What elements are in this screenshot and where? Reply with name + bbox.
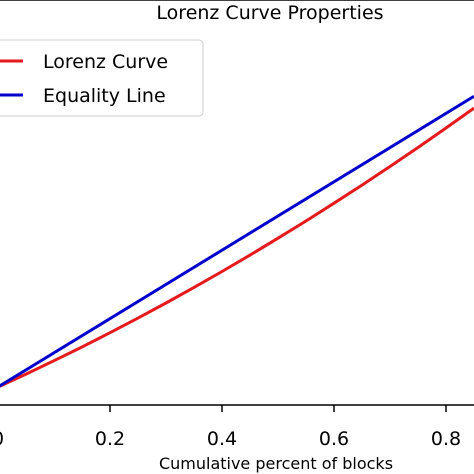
- chart-title: Lorenz Curve Properties: [156, 2, 383, 24]
- plot-area: 0 0.2 0.4 0.6 0.8: [0, 0, 474, 450]
- x-axis-ticks: 0 0.2 0.4 0.6 0.8: [0, 405, 461, 450]
- legend-frame: [0, 39, 204, 117]
- legend: Lorenz Curve Equality Line: [0, 39, 204, 117]
- series-line-equality-line: [0, 95, 474, 388]
- series-layer: [0, 95, 474, 388]
- x-tick-label: 0: [0, 428, 4, 450]
- series-line-lorenz-curve: [0, 106, 474, 388]
- x-tick-label: 0.6: [319, 428, 349, 450]
- x-tick-label: 0.2: [95, 428, 125, 450]
- legend-label-lorenz-curve: Lorenz Curve: [43, 51, 168, 73]
- axes-frame: [0, 0, 474, 406]
- legend-label-equality-line: Equality Line: [43, 85, 166, 107]
- x-tick-label: 0.4: [207, 428, 237, 450]
- x-axis-label: Cumulative percent of blocks: [159, 454, 393, 473]
- x-tick-label: 0.8: [431, 428, 461, 450]
